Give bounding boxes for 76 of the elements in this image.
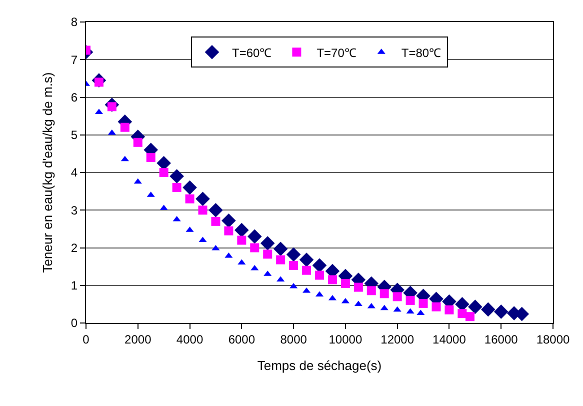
point: [480, 302, 496, 317]
point: [465, 312, 474, 322]
y-tick-label: 3: [70, 203, 78, 218]
x-axis-title: Temps de séchage(s): [257, 358, 382, 373]
point: [211, 216, 220, 226]
point: [392, 292, 402, 302]
point: [468, 300, 482, 314]
y-tick-label: 1: [70, 278, 78, 293]
point: [172, 183, 182, 192]
point: [120, 122, 130, 132]
point: [393, 306, 402, 312]
x-tick-label: 8000: [280, 332, 308, 346]
point: [146, 152, 156, 162]
point: [367, 302, 376, 308]
point: [299, 252, 314, 267]
point: [120, 156, 129, 162]
y-tick-label: 7: [70, 52, 78, 67]
y-tick-label: 5: [70, 128, 78, 142]
point: [134, 178, 142, 184]
point: [208, 202, 223, 218]
y-tick-label: 2: [70, 240, 78, 255]
x-tick-label: 14000: [432, 332, 466, 346]
point: [302, 266, 312, 275]
point: [380, 304, 388, 310]
point: [260, 236, 275, 250]
legend-label: T=80℃: [401, 46, 442, 60]
x-tick-label: 10000: [328, 332, 362, 346]
point: [222, 214, 236, 228]
point: [159, 168, 168, 177]
point: [237, 236, 246, 245]
y-tick-label: 6: [70, 90, 78, 104]
point: [340, 278, 350, 288]
legend-label: T=60℃: [232, 46, 272, 60]
point: [406, 296, 415, 305]
point: [263, 250, 272, 259]
point: [273, 242, 288, 256]
point: [196, 192, 210, 206]
point: [494, 304, 508, 319]
y-tick-label: 8: [70, 15, 78, 30]
point: [182, 180, 197, 195]
y-tick-label: 0: [70, 316, 78, 330]
point: [250, 264, 259, 270]
point: [286, 247, 301, 262]
point: [418, 298, 428, 308]
point: [276, 255, 286, 264]
point: [170, 169, 184, 184]
point: [238, 259, 246, 265]
legend-label: T=70℃: [316, 46, 356, 60]
point: [198, 206, 208, 215]
point: [312, 258, 327, 273]
point: [247, 229, 262, 244]
y-tick-label: 4: [70, 166, 78, 180]
point: [185, 194, 194, 204]
point: [315, 270, 324, 280]
x-tick-label: 4000: [176, 332, 204, 346]
point: [458, 309, 467, 318]
point: [455, 297, 470, 312]
point: [380, 289, 389, 298]
x-tick-label: 12000: [380, 332, 414, 346]
x-tick-label: 0: [82, 332, 90, 346]
point: [250, 243, 260, 252]
y-axis-title: Teneur en eau(kg d'eau/kg de m.s): [40, 72, 55, 273]
point: [432, 302, 441, 312]
x-tick-label: 6000: [228, 332, 256, 346]
point: [289, 260, 298, 270]
point: [328, 275, 337, 284]
point: [234, 222, 249, 238]
point: [224, 226, 234, 236]
point: [354, 282, 363, 292]
point: [108, 129, 116, 135]
x-tick-label: 18000: [536, 332, 570, 346]
point: [133, 138, 142, 147]
x-tick-label: 16000: [484, 332, 518, 346]
point: [444, 305, 454, 314]
point: [366, 286, 376, 296]
x-tick-label: 2000: [124, 332, 152, 346]
